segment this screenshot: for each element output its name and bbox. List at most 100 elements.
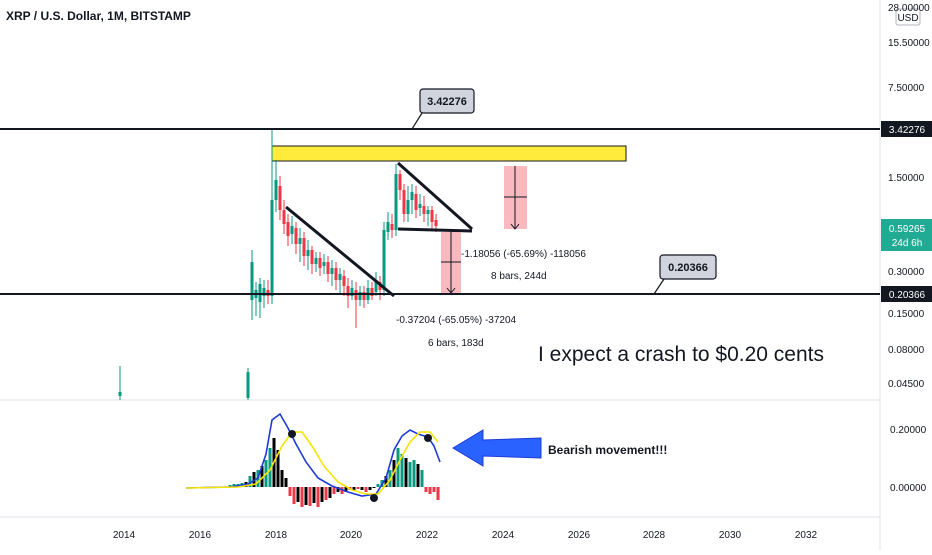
- price-tick-label: 15.50000: [888, 38, 930, 49]
- histogram-bar: [280, 470, 284, 487]
- histogram-bar: [248, 476, 252, 487]
- candle: [270, 130, 274, 304]
- histogram-bar: [356, 487, 360, 489]
- callout-support[interactable]: 0.20366: [653, 254, 717, 295]
- price-tick-label: 0.08000: [888, 345, 925, 356]
- candle: [322, 254, 326, 274]
- candle: [246, 368, 250, 400]
- callout-support-text: 0.20366: [668, 262, 708, 274]
- candle: [310, 246, 314, 274]
- histogram-bar: [412, 460, 416, 487]
- measure-box-1[interactable]: [441, 232, 461, 294]
- macd-line: [185, 412, 441, 497]
- candle: [410, 184, 414, 214]
- current-price-countdown: 24d 6h: [892, 238, 923, 249]
- price-tick-label: 28.00000: [888, 3, 930, 14]
- resistance-zone[interactable]: [271, 145, 627, 162]
- candle: [338, 268, 342, 294]
- measure-1-line1: -0.37204 (-65.05%) -37204: [396, 315, 517, 326]
- histogram-bar: [292, 487, 296, 504]
- histogram-bar: [432, 487, 436, 492]
- candle: [302, 232, 306, 266]
- price-tick-label: 1.50000: [888, 173, 925, 184]
- histogram-bar: [320, 487, 324, 502]
- price-tick-label: 0.30000: [888, 267, 925, 278]
- candle: [350, 280, 354, 300]
- histogram-bar: [360, 487, 364, 490]
- bearish-arrow[interactable]: [452, 429, 542, 467]
- measure-2-line1: -1.18056 (-65.69%) -118056: [461, 249, 586, 260]
- candle: [342, 270, 346, 296]
- callout-resistance[interactable]: 3.42276: [411, 88, 475, 130]
- candle: [250, 250, 254, 320]
- candle: [382, 222, 386, 296]
- histogram-bar: [232, 484, 236, 487]
- cross-marker-1: [288, 430, 296, 438]
- histogram-bar: [436, 487, 440, 500]
- candle: [290, 216, 294, 244]
- candle: [314, 252, 318, 272]
- histogram-bar: [284, 478, 288, 487]
- cross-marker-2: [370, 494, 378, 502]
- candle: [330, 260, 334, 286]
- candle: [370, 282, 374, 300]
- time-tick-label: 2018: [265, 530, 288, 541]
- main-annotation: I expect a crash to $0.20 cents: [538, 343, 824, 366]
- candle: [286, 214, 290, 246]
- time-tick-label: 2030: [719, 530, 742, 541]
- time-tick-label: 2022: [416, 530, 439, 541]
- histogram-bar: [352, 487, 356, 491]
- candle: [362, 286, 366, 308]
- histogram-bar: [376, 484, 380, 487]
- histogram-bar: [416, 464, 420, 487]
- candle: [118, 366, 122, 400]
- candles: [118, 130, 438, 400]
- currency-badge[interactable]: [895, 8, 921, 26]
- trendline-2018-2020[interactable]: [285, 205, 395, 298]
- candle: [298, 228, 302, 262]
- candle: [278, 176, 282, 220]
- candle: [334, 262, 338, 290]
- histogram-bar: [400, 454, 404, 487]
- candle: [398, 170, 402, 200]
- support-axis-label-bg: [881, 286, 932, 302]
- histogram-bar: [364, 487, 368, 492]
- histogram-bar: [420, 470, 424, 487]
- histogram-bar: [428, 487, 432, 494]
- price-tick-label: 7.50000: [888, 83, 925, 94]
- triangle-lower-line[interactable]: [397, 227, 473, 233]
- histogram-bar: [300, 487, 304, 507]
- cross-marker-3: [424, 434, 432, 442]
- candle: [374, 272, 378, 296]
- histogram-bar: [268, 448, 272, 487]
- indicator-tick-0: 0.20000: [890, 425, 927, 436]
- histogram-bar: [276, 450, 280, 487]
- candle: [386, 212, 390, 240]
- support-axis-label: 0.20366: [889, 290, 926, 301]
- candle: [318, 252, 322, 276]
- callout-resistance-text: 3.42276: [427, 96, 467, 108]
- signal-line: [185, 431, 439, 495]
- histogram-bar: [332, 487, 336, 494]
- histogram-bar: [424, 487, 428, 492]
- candle: [394, 164, 398, 236]
- time-tick-label: 2016: [189, 530, 212, 541]
- candle: [274, 160, 278, 212]
- triangle-upper-line[interactable]: [397, 161, 473, 231]
- histogram-bar: [372, 487, 376, 488]
- histogram-bar: [260, 466, 264, 487]
- histogram-bar: [328, 487, 332, 498]
- histogram-bar: [312, 487, 316, 503]
- candle: [426, 206, 430, 226]
- time-tick-label: 2032: [795, 530, 818, 541]
- histogram-bar: [304, 487, 308, 505]
- price-tick-label: 0.15000: [888, 309, 925, 320]
- measure-box-2[interactable]: [504, 166, 527, 230]
- histogram-bar: [296, 487, 300, 502]
- candle: [402, 184, 406, 222]
- candle: [358, 286, 362, 306]
- candle: [430, 206, 434, 230]
- time-axis[interactable]: 2014 2016 2018 2020 2022 2024 2026 2028 2030 2032: [113, 530, 818, 541]
- indicator-tick-1: 0.00000: [890, 483, 927, 494]
